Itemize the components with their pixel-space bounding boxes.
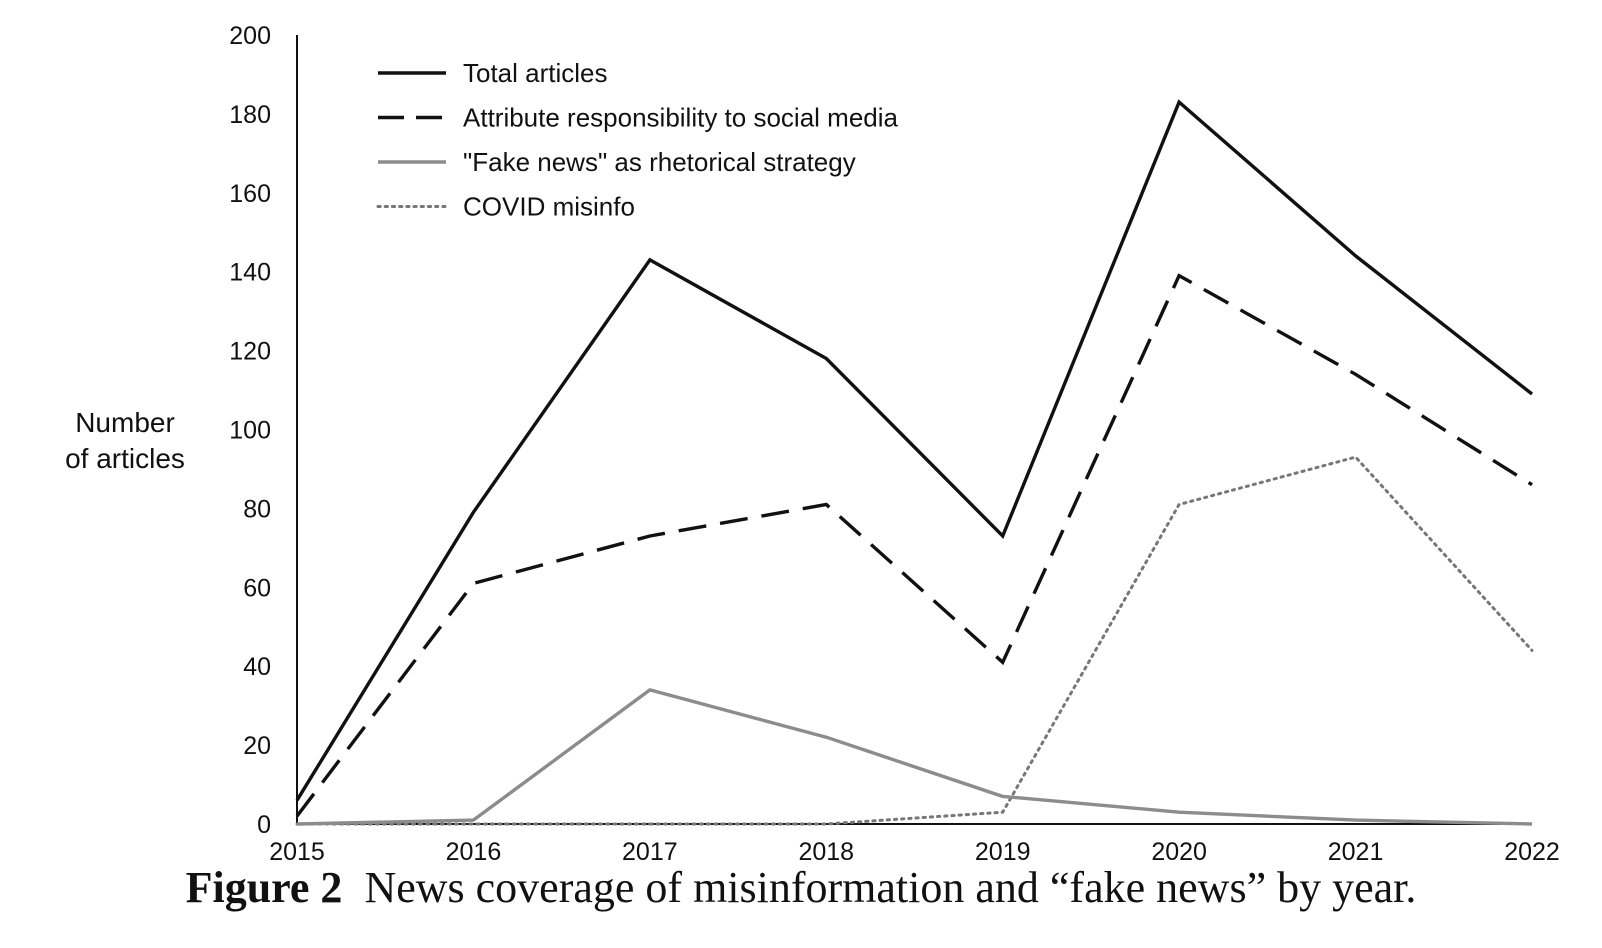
x-tick-label: 2015: [269, 838, 325, 860]
x-tick-label: 2021: [1328, 838, 1384, 860]
legend-label-3: COVID misinfo: [463, 192, 635, 222]
x-tick-label: 2019: [975, 838, 1031, 860]
y-tick-label: 20: [243, 732, 271, 760]
line-chart: Number of articles 0 20 40 60 80 100 120 140 160…: [65, 22, 1560, 860]
legend-label-2: "Fake news" as rhetorical strategy: [463, 147, 856, 177]
legend-label-0: Total articles: [463, 58, 608, 88]
y-axis-ticks: 0 20 40 60 80 100 120 140 160 180 200: [229, 22, 271, 839]
y-tick-label: 80: [243, 495, 271, 523]
figure-caption-text: News coverage of misinformation and “fak…: [364, 863, 1417, 912]
y-axis-label-line-1: Number: [75, 407, 175, 438]
x-tick-label: 2020: [1151, 838, 1207, 860]
axes: [296, 35, 1532, 825]
y-tick-label: 200: [229, 22, 271, 50]
y-tick-label: 40: [243, 653, 271, 681]
y-tick-label: 180: [229, 101, 271, 129]
legend-label-1: Attribute responsibility to social media: [463, 103, 899, 133]
series-line-2: [296, 688, 1533, 826]
y-tick-label: 100: [229, 417, 271, 445]
x-axis-ticks: 2015 2016 2017 2018 2019 2020 2021 2022: [269, 838, 1560, 860]
figure-caption: Figure 2 News coverage of misinformation …: [0, 862, 1602, 913]
y-axis-label: Number of articles: [65, 407, 185, 474]
series-line-3: [295, 455, 1534, 826]
y-tick-label: 160: [229, 180, 271, 208]
y-tick-label: 0: [257, 811, 271, 839]
x-tick-label: 2022: [1504, 838, 1560, 860]
series-lines: [295, 99, 1534, 826]
series-line-1: [295, 273, 1533, 818]
y-tick-label: 120: [229, 338, 271, 366]
legend: Total articles Attribute responsibility t…: [376, 58, 899, 222]
x-tick-label: 2017: [622, 838, 678, 860]
y-axis-label-line-2: of articles: [65, 443, 185, 474]
y-tick-label: 60: [243, 574, 271, 602]
y-tick-label: 140: [229, 259, 271, 287]
x-tick-label: 2018: [798, 838, 854, 860]
x-tick-label: 2016: [446, 838, 502, 860]
figure-number: Figure 2: [185, 863, 343, 912]
series-line-0: [295, 99, 1534, 802]
